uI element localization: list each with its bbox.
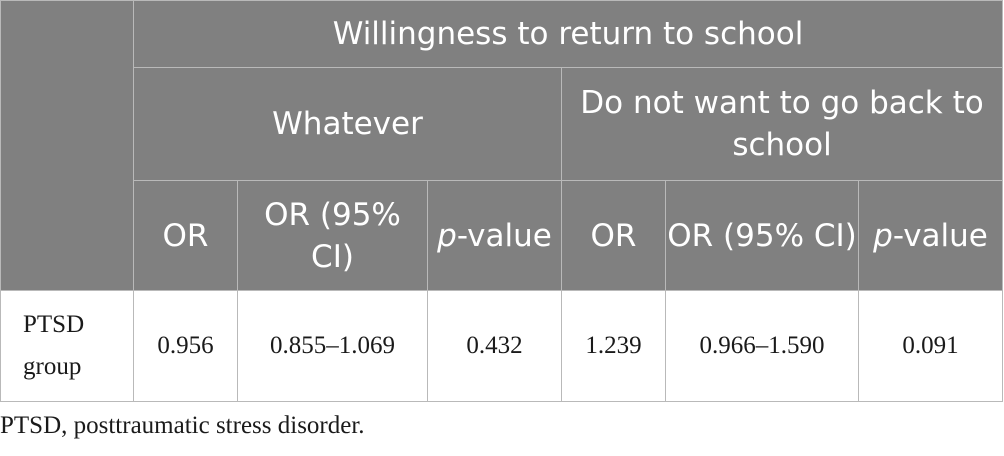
column-header-p-value: p-value [857, 180, 1004, 291]
results-table: Willingness to return to school Whatever… [0, 0, 1004, 402]
p-symbol: p [873, 217, 893, 254]
column-header-text: OR (95% CI) [264, 196, 401, 275]
column-header-text: OR (95% CI) [667, 217, 857, 254]
column-header-p-value: p-value [427, 180, 562, 291]
column-header-or: OR [561, 180, 666, 291]
table-footnote: PTSD, posttraumatic stress disorder. [0, 412, 365, 439]
table-cell: 0.966–1.590 [665, 290, 859, 402]
table-cell: 1.239 [561, 290, 666, 402]
column-header-or-ci: OR (95% CI) [665, 180, 859, 291]
table-row: PTSD group 0.956 0.855–1.069 0.432 1.239… [0, 290, 1004, 402]
row-label: PTSD group [0, 290, 134, 402]
column-header-text: OR [590, 217, 637, 254]
column-header-text: OR [162, 217, 209, 254]
table-cell: 0.956 [133, 290, 238, 402]
subgroup-header-not-return: Do not want to go back to school [560, 67, 1004, 181]
column-header-text: -value [892, 217, 988, 254]
column-header-or: OR [133, 180, 238, 291]
table-cell: 0.855–1.069 [237, 290, 428, 402]
table-cell: 0.432 [427, 290, 562, 402]
table-cell: 0.091 [857, 290, 1004, 402]
column-header-text: -value [456, 217, 552, 254]
p-symbol: p [437, 217, 457, 254]
corner-cell [0, 0, 134, 291]
group-header: Willingness to return to school [132, 0, 1004, 68]
subgroup-header-whatever: Whatever [133, 67, 562, 181]
column-header-or-ci: OR (95% CI) [237, 180, 428, 291]
